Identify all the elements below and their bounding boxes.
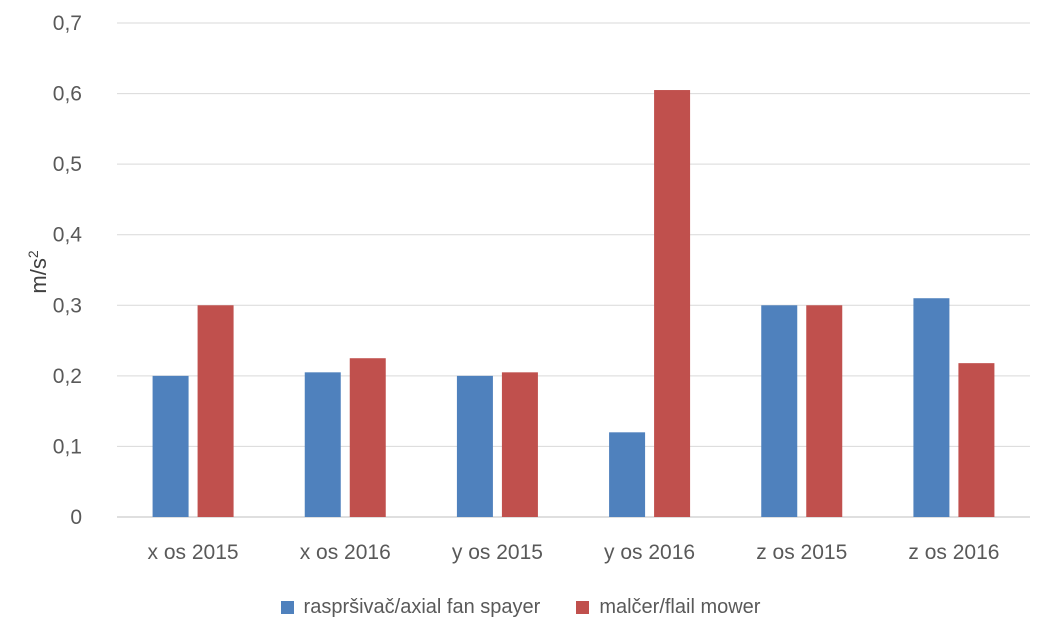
y-tick-label: 0,3: [53, 294, 82, 317]
x-tick-label: y os 2016: [604, 541, 695, 564]
bar-axial-fan-sprayer-z-os-2016: [913, 298, 950, 517]
legend: raspršivač/axial fan spayer malčer/flail…: [0, 596, 1041, 619]
x-tick-label: z os 2016: [908, 541, 999, 564]
legend-swatch-flail-mower: [576, 601, 590, 614]
bar-axial-fan-sprayer-y-os-2016: [609, 432, 646, 517]
y-axis-label: m/s2: [25, 250, 51, 293]
gridlines: [117, 22, 1030, 518]
bars: [152, 90, 995, 518]
y-tick-label: 0,1: [53, 435, 82, 458]
bar-flail-mower-y-os-2016: [654, 90, 691, 518]
legend-item-flail-mower: malčer/flail mower: [576, 596, 760, 619]
bar-flail-mower-x-os-2016: [349, 358, 386, 517]
y-tick-label: 0,2: [53, 365, 82, 388]
bar-axial-fan-sprayer-x-os-2015: [152, 375, 189, 517]
bar-axial-fan-sprayer-z-os-2015: [761, 305, 798, 517]
y-tick-label: 0,7: [53, 12, 82, 35]
x-tick-label: z os 2015: [756, 541, 847, 564]
bar-flail-mower-z-os-2015: [806, 305, 843, 517]
legend-item-axial-fan-sprayer: raspršivač/axial fan spayer: [280, 596, 541, 619]
bar-flail-mower-y-os-2015: [501, 372, 538, 517]
bar-axial-fan-sprayer-x-os-2016: [304, 372, 341, 517]
bar-axial-fan-sprayer-y-os-2015: [456, 375, 493, 517]
bar-flail-mower-z-os-2016: [958, 363, 995, 517]
y-tick-label: 0: [70, 506, 82, 529]
y-tick-label: 0,6: [53, 83, 82, 106]
bar-flail-mower-x-os-2015: [197, 305, 234, 517]
y-tick-label: 0,5: [53, 153, 82, 176]
x-tick-label: x os 2015: [148, 541, 239, 564]
y-tick-label: 0,4: [53, 224, 83, 247]
legend-label-axial-fan-sprayer: raspršivač/axial fan spayer: [303, 596, 541, 618]
legend-swatch-axial-fan-sprayer: [280, 601, 294, 614]
legend-label-flail-mower: malčer/flail mower: [599, 596, 761, 618]
x-axis-ticks: x os 2015 x os 2016 y os 2015 y os 2016 z os…: [148, 541, 1000, 564]
bar-chart: 00,10,20,30,40,50,60,7 x os 2015 x os 201…: [25, 12, 1030, 564]
x-tick-label: y os 2015: [452, 541, 543, 564]
x-tick-label: x os 2016: [300, 541, 391, 564]
y-axis-ticks: 0 0,1 0,2 0,3 0,4 0,5 0,6 0,7: [53, 12, 83, 529]
